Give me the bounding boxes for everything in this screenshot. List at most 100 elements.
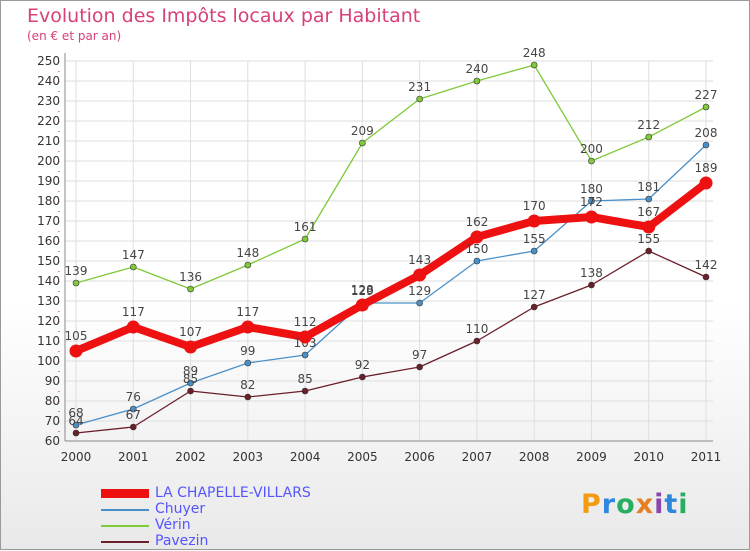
y-tick-label: 210 bbox=[37, 134, 60, 148]
y-tick-label: 220 bbox=[37, 114, 60, 128]
data-point-pavezin bbox=[645, 247, 653, 255]
data-label-chuyer: 208 bbox=[695, 126, 718, 140]
data-point-v-rin bbox=[645, 133, 653, 141]
data-point-pavezin bbox=[72, 429, 80, 437]
y-tick-label: 160 bbox=[37, 234, 60, 248]
data-point-la-chapelle-villars bbox=[298, 330, 312, 344]
data-point-la-chapelle-villars bbox=[527, 214, 541, 228]
legend-label: Pavezin bbox=[155, 533, 209, 549]
data-label-pavezin: 92 bbox=[355, 358, 370, 372]
legend-swatch bbox=[101, 489, 149, 498]
y-tick-label: 130 bbox=[37, 294, 60, 308]
x-tick-label: 2002 bbox=[175, 450, 206, 464]
y-tick-label: 150 bbox=[37, 254, 60, 268]
data-point-v-rin bbox=[187, 285, 194, 293]
logo-letter: i bbox=[678, 489, 689, 520]
data-point-pavezin bbox=[129, 423, 137, 431]
data-point-pavezin bbox=[588, 281, 595, 289]
data-point-chuyer bbox=[530, 247, 538, 255]
legend-item-la-chapelle-villars: LA CHAPELLE-VILLARS bbox=[101, 485, 361, 501]
x-tick-label: 2005 bbox=[347, 450, 378, 464]
data-point-la-chapelle-villars bbox=[584, 210, 598, 224]
data-label-la-chapelle-villars: 105 bbox=[65, 329, 88, 343]
data-label-la-chapelle-villars: 128 bbox=[351, 283, 374, 297]
y-tick-label: 110 bbox=[37, 334, 60, 348]
data-label-v-rin: 227 bbox=[695, 88, 718, 102]
data-label-v-rin: 136 bbox=[179, 270, 202, 284]
data-point-la-chapelle-villars bbox=[355, 298, 369, 312]
data-label-v-rin: 139 bbox=[65, 264, 88, 278]
y-tick-label: 90 bbox=[45, 374, 60, 388]
data-point-pavezin bbox=[702, 273, 710, 281]
data-label-pavezin: 97 bbox=[412, 348, 427, 362]
data-label-la-chapelle-villars: 189 bbox=[695, 161, 718, 175]
data-label-v-rin: 212 bbox=[637, 118, 660, 132]
legend-item-v-rin: Vérin bbox=[101, 517, 361, 533]
data-point-chuyer bbox=[301, 351, 309, 359]
data-point-chuyer bbox=[72, 421, 80, 429]
data-point-pavezin bbox=[301, 387, 309, 395]
data-point-v-rin bbox=[473, 77, 481, 85]
data-label-pavezin: 127 bbox=[523, 288, 546, 302]
logo-letter: P bbox=[581, 489, 602, 520]
legend-label: LA CHAPELLE-VILLARS bbox=[155, 485, 311, 501]
data-point-la-chapelle-villars bbox=[470, 230, 484, 244]
data-point-v-rin bbox=[72, 279, 80, 287]
x-tick-label: 2001 bbox=[118, 450, 149, 464]
x-tick-label: 2009 bbox=[576, 450, 607, 464]
data-point-v-rin bbox=[530, 61, 538, 69]
logo-letter: i bbox=[654, 489, 665, 520]
data-label-la-chapelle-villars: 117 bbox=[236, 305, 259, 319]
data-label-pavezin: 82 bbox=[240, 378, 255, 392]
data-point-pavezin bbox=[416, 363, 423, 371]
x-tick-label: 2008 bbox=[519, 450, 550, 464]
y-tick-label: 70 bbox=[45, 414, 60, 428]
data-point-chuyer bbox=[187, 379, 194, 387]
data-point-v-rin bbox=[244, 261, 252, 269]
y-tick-label: 190 bbox=[37, 174, 60, 188]
data-label-chuyer: 68 bbox=[68, 406, 83, 420]
x-tick-label: 2010 bbox=[633, 450, 664, 464]
data-point-chuyer bbox=[702, 141, 710, 149]
data-point-la-chapelle-villars bbox=[126, 320, 140, 334]
x-tick-label: 2006 bbox=[404, 450, 435, 464]
series-line-pavezin bbox=[75, 250, 707, 434]
series-line-la-chapelle-villars bbox=[72, 179, 710, 355]
data-label-pavezin: 155 bbox=[637, 232, 660, 246]
data-label-v-rin: 209 bbox=[351, 124, 374, 138]
data-point-pavezin bbox=[473, 337, 481, 345]
data-label-pavezin: 85 bbox=[297, 372, 312, 386]
data-point-pavezin bbox=[244, 393, 252, 401]
chart-title: Evolution des Impôts locaux par Habitant bbox=[27, 5, 421, 27]
data-label-chuyer: 155 bbox=[523, 232, 546, 246]
data-label-pavezin: 67 bbox=[126, 408, 141, 422]
y-tick-label: 140 bbox=[37, 274, 60, 288]
data-point-v-rin bbox=[702, 103, 710, 111]
data-point-chuyer bbox=[416, 299, 423, 307]
data-label-la-chapelle-villars: 167 bbox=[637, 205, 660, 219]
y-tick-label: 180 bbox=[37, 194, 60, 208]
data-label-chuyer: 129 bbox=[351, 284, 374, 298]
data-point-la-chapelle-villars bbox=[241, 320, 255, 334]
data-label-la-chapelle-villars: 117 bbox=[122, 305, 145, 319]
data-label-v-rin: 148 bbox=[236, 246, 259, 260]
data-label-la-chapelle-villars: 162 bbox=[465, 215, 488, 229]
data-label-pavezin: 138 bbox=[580, 266, 603, 280]
data-label-pavezin: 85 bbox=[183, 372, 198, 386]
series-line-v-rin bbox=[75, 64, 707, 290]
chart-subtitle: (en € et par an) bbox=[27, 29, 122, 43]
data-label-la-chapelle-villars: 170 bbox=[523, 199, 546, 213]
logo-letter: r bbox=[601, 489, 617, 520]
data-point-pavezin bbox=[530, 303, 538, 311]
data-label-pavezin: 142 bbox=[695, 258, 718, 272]
legend-item-chuyer: Chuyer bbox=[101, 501, 361, 517]
data-label-chuyer: 150 bbox=[465, 242, 488, 256]
x-tick-label: 2004 bbox=[290, 450, 321, 464]
data-label-chuyer: 89 bbox=[183, 364, 198, 378]
data-label-chuyer: 181 bbox=[637, 180, 660, 194]
data-label-la-chapelle-villars: 143 bbox=[408, 253, 431, 267]
data-label-pavezin: 64 bbox=[68, 414, 83, 428]
data-point-v-rin bbox=[588, 157, 595, 165]
x-tick-label: 2003 bbox=[233, 450, 264, 464]
